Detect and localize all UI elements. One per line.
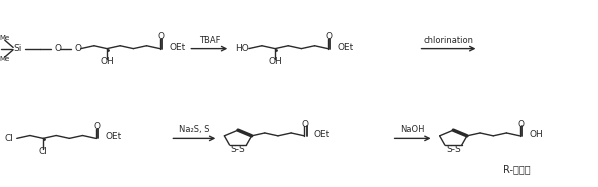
Text: OEt: OEt — [337, 43, 353, 52]
Text: R-硬辛酸: R-硬辛酸 — [504, 164, 531, 174]
Text: OH: OH — [269, 57, 282, 66]
Text: O: O — [302, 119, 309, 128]
Text: OEt: OEt — [105, 132, 121, 141]
Text: S-S: S-S — [446, 145, 460, 154]
Text: chlorination: chlorination — [423, 36, 474, 45]
Text: OEt: OEt — [314, 130, 330, 139]
Text: Cl: Cl — [5, 134, 14, 143]
Text: O: O — [325, 32, 332, 41]
Text: O: O — [517, 119, 524, 128]
Text: HO: HO — [236, 44, 249, 53]
Text: O: O — [157, 32, 164, 41]
Text: Me: Me — [0, 56, 10, 62]
Text: TBAF: TBAF — [199, 36, 220, 45]
Text: Si: Si — [14, 44, 22, 53]
Text: NaOH: NaOH — [401, 125, 425, 134]
Text: Me: Me — [0, 35, 10, 41]
Text: Na₂S, S: Na₂S, S — [179, 125, 210, 134]
Text: S-S: S-S — [231, 145, 245, 154]
Text: OEt: OEt — [169, 43, 185, 52]
Text: OH: OH — [529, 130, 543, 139]
Text: O: O — [75, 44, 82, 53]
Text: O: O — [54, 44, 62, 53]
Text: Cl: Cl — [39, 147, 47, 156]
Text: OH: OH — [100, 57, 114, 66]
Text: O: O — [93, 122, 100, 131]
